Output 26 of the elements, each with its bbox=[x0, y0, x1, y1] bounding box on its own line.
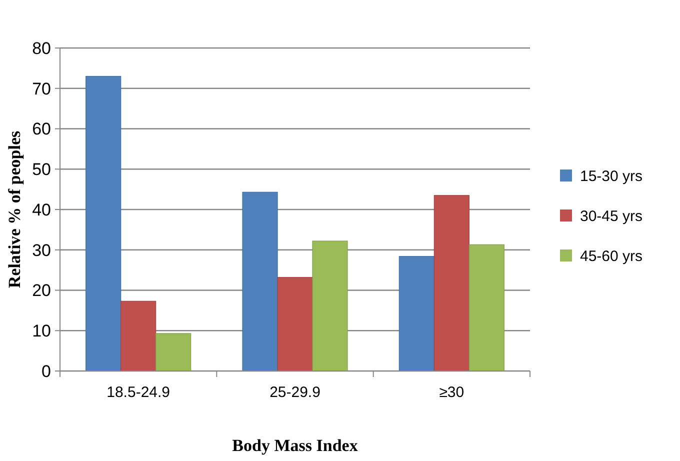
x-axis-title: Body Mass Index bbox=[232, 436, 358, 455]
bar bbox=[277, 277, 313, 372]
bar bbox=[312, 240, 348, 372]
bar bbox=[468, 244, 504, 372]
y-tick-label: 80 bbox=[32, 38, 51, 58]
y-axis-title: Relative % of peoples bbox=[5, 130, 24, 288]
x-tick-label: 18.5-24.9 bbox=[106, 384, 170, 401]
y-tick-label: 30 bbox=[32, 240, 51, 260]
legend-label: 30-45 yrs bbox=[580, 208, 643, 225]
y-tick-label: 0 bbox=[42, 362, 51, 381]
bar bbox=[86, 76, 122, 372]
x-tick-label: 25-29.9 bbox=[270, 384, 320, 401]
bar bbox=[242, 192, 278, 372]
legend-label: 15-30 yrs bbox=[580, 168, 643, 185]
y-tick-label: 10 bbox=[32, 322, 51, 341]
y-tick-label: 60 bbox=[32, 120, 51, 139]
bar bbox=[434, 195, 470, 372]
legend-label: 45-60 yrs bbox=[580, 248, 643, 265]
bar bbox=[398, 256, 434, 372]
y-tick-label: 50 bbox=[32, 160, 51, 180]
x-tick-label: ≥30 bbox=[439, 384, 464, 401]
y-tick-label: 20 bbox=[32, 281, 51, 300]
bar bbox=[156, 333, 192, 372]
bar bbox=[120, 300, 156, 372]
y-tick-label: 70 bbox=[32, 79, 51, 98]
y-tick-label: 40 bbox=[32, 200, 51, 220]
